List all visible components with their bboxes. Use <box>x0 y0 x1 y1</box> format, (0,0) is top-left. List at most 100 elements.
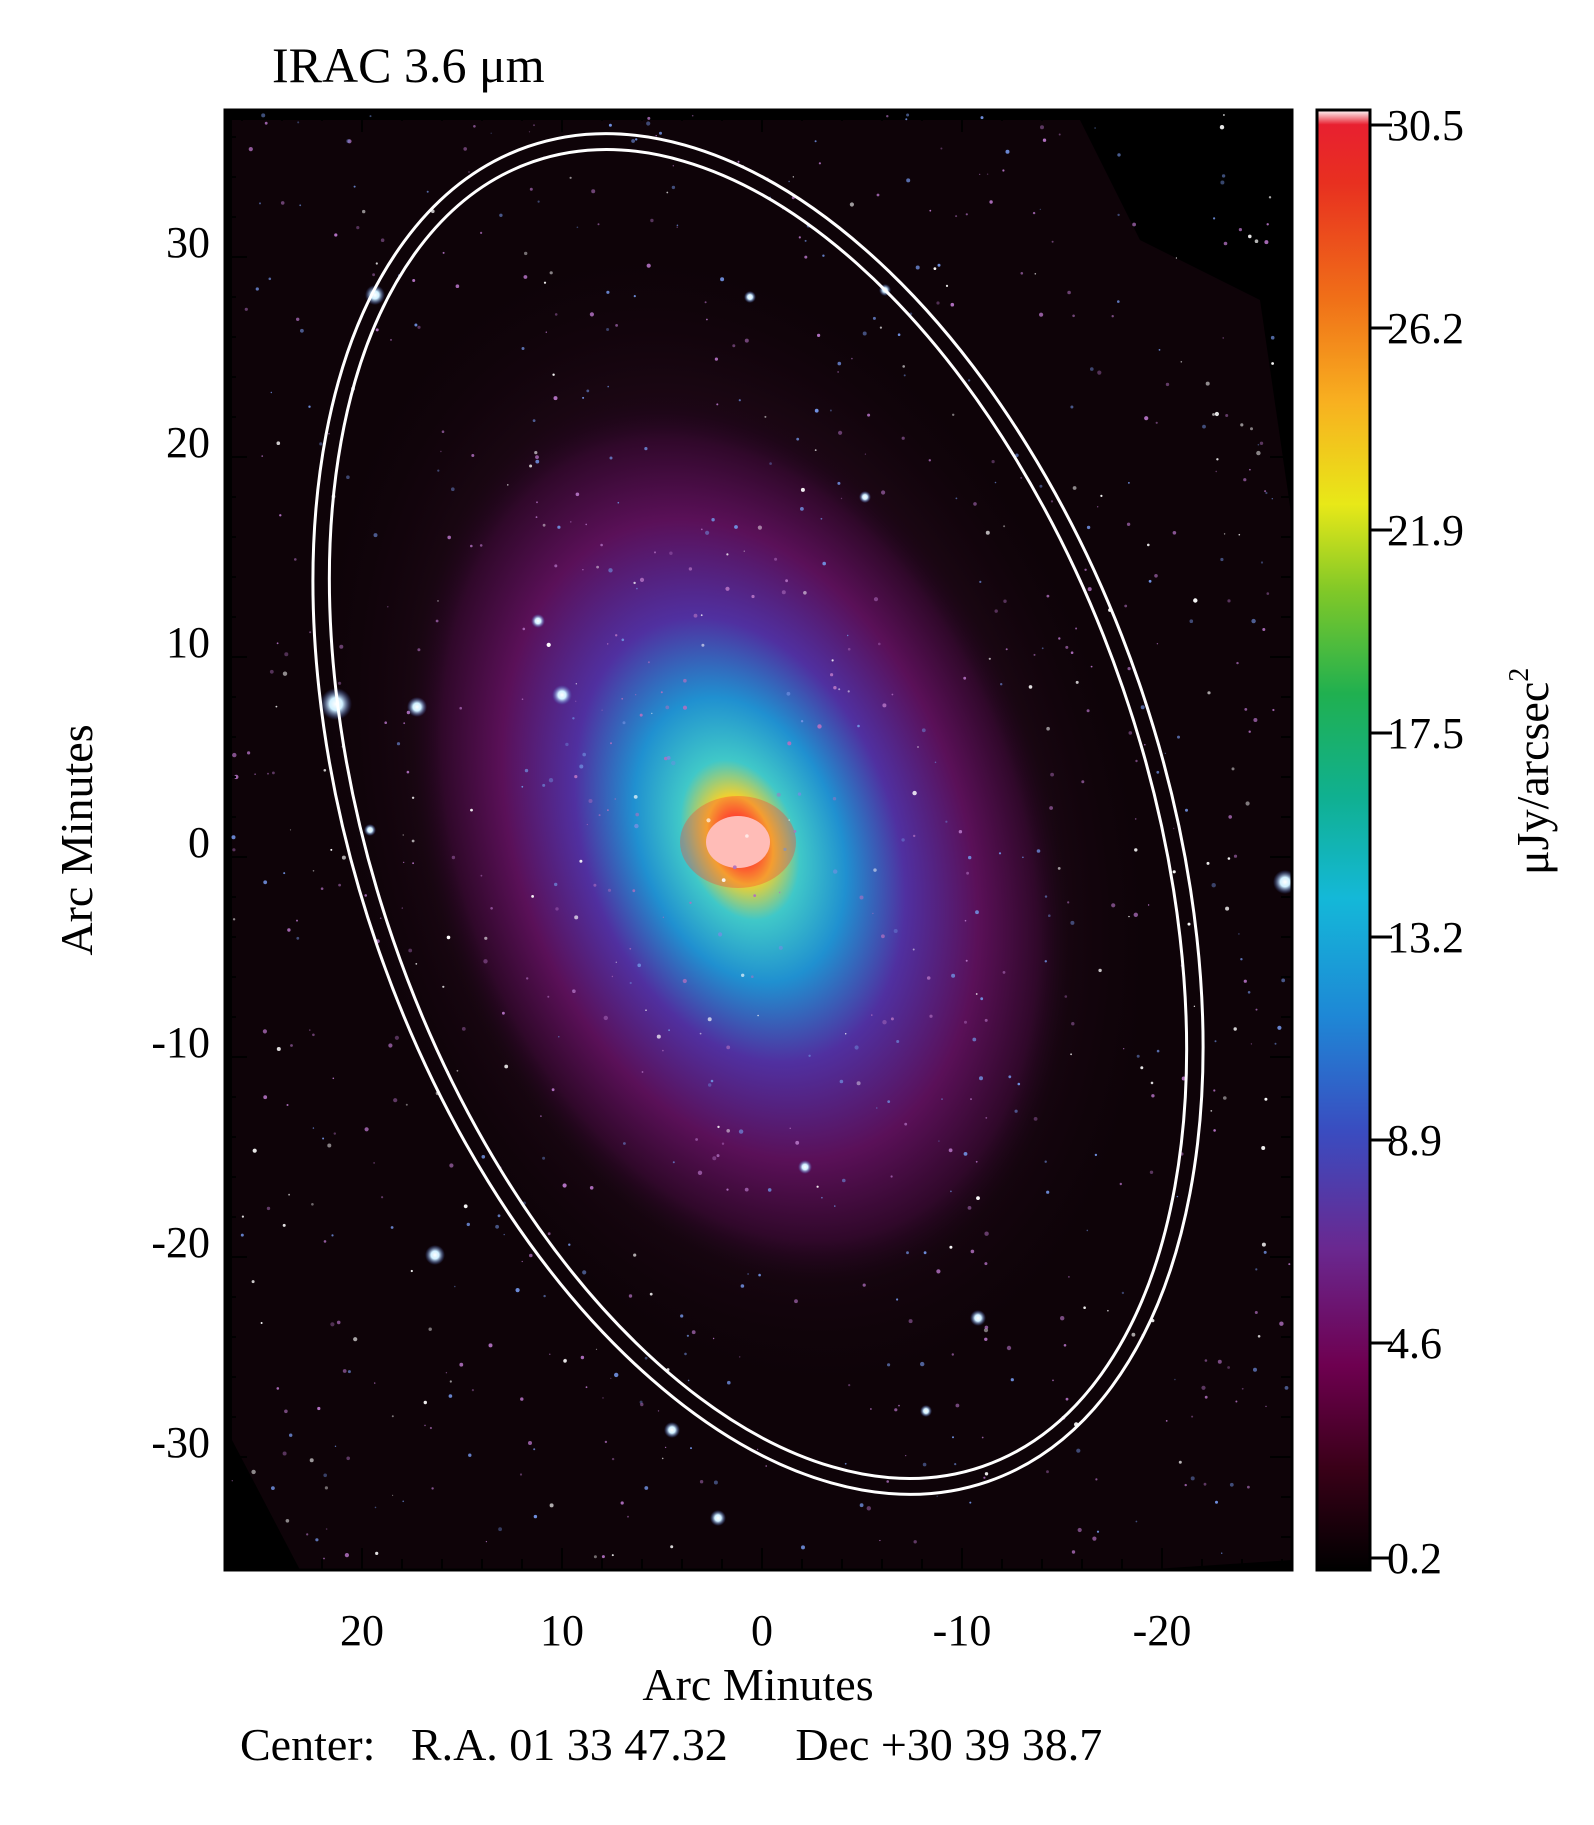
field-star <box>1150 1081 1154 1085</box>
field-star <box>862 1283 866 1287</box>
field-star <box>1231 767 1235 771</box>
plot-title: IRAC 3.6 μm <box>272 37 545 93</box>
field-star <box>751 594 755 599</box>
plot-frame <box>223 108 1294 1572</box>
field-star <box>1034 273 1037 275</box>
field-star <box>1086 525 1091 530</box>
field-star <box>403 861 405 864</box>
x-tick-label: 0 <box>751 1606 773 1655</box>
field-star <box>546 642 551 648</box>
field-star <box>415 963 418 965</box>
colorbar-tick-label: 21.9 <box>1387 506 1464 555</box>
field-star <box>507 484 509 486</box>
field-star <box>922 1462 927 1467</box>
field-star <box>524 251 528 256</box>
field-star <box>526 977 529 980</box>
field-star <box>1065 1397 1069 1401</box>
field-star <box>372 273 375 277</box>
field-star <box>535 455 539 459</box>
x-tick-label: 10 <box>540 1606 584 1655</box>
field-star <box>847 634 849 637</box>
field-star <box>423 1400 427 1405</box>
field-star <box>604 1440 608 1444</box>
field-star <box>260 1322 263 1324</box>
field-star <box>449 1380 452 1383</box>
field-star <box>515 1288 520 1293</box>
field-star <box>647 116 651 120</box>
field-star <box>1032 211 1036 215</box>
field-star <box>886 115 889 118</box>
field-star <box>964 1020 967 1024</box>
field-star <box>833 686 837 690</box>
field-star <box>417 648 421 652</box>
field-star <box>1247 991 1251 994</box>
field-star <box>396 742 401 746</box>
field-star <box>1015 453 1019 458</box>
field-star <box>1072 314 1075 318</box>
field-star <box>1046 594 1050 598</box>
field-star <box>1270 335 1275 340</box>
field-star <box>1094 127 1096 129</box>
field-star <box>549 1353 551 1355</box>
field-star <box>405 1103 408 1106</box>
field-star <box>1265 1405 1267 1408</box>
field-star <box>468 1453 472 1457</box>
field-star <box>933 267 937 270</box>
field-star <box>794 1299 798 1304</box>
field-star <box>323 1557 325 1560</box>
field-star <box>804 255 808 259</box>
field-star <box>1117 213 1120 217</box>
field-star <box>1049 806 1053 810</box>
field-star <box>536 501 538 504</box>
field-star <box>373 1162 375 1164</box>
caption-ra: R.A. 01 33 47.32 <box>411 1719 728 1770</box>
field-star <box>745 834 749 838</box>
field-star <box>873 868 877 872</box>
field-star <box>442 251 445 254</box>
field-star <box>331 1234 334 1237</box>
field-star <box>1039 312 1044 317</box>
field-star <box>582 1270 587 1275</box>
field-star <box>896 1040 900 1043</box>
field-star <box>375 262 378 265</box>
star <box>744 291 756 303</box>
field-star <box>442 985 445 988</box>
field-star <box>700 528 703 531</box>
field-star <box>1251 618 1256 624</box>
x-axis-label: Arc Minutes <box>642 1659 873 1710</box>
field-star <box>665 705 670 710</box>
field-star <box>379 917 382 919</box>
field-star <box>480 874 483 877</box>
field-star <box>615 961 617 963</box>
field-star <box>1265 491 1268 495</box>
field-star <box>737 160 740 163</box>
field-star <box>1174 1378 1176 1381</box>
field-star <box>873 597 879 602</box>
field-star <box>533 1448 536 1451</box>
field-star <box>448 1394 453 1398</box>
y-tick-label: -30 <box>151 1418 210 1467</box>
field-star <box>328 432 330 435</box>
field-star <box>994 481 997 484</box>
field-star <box>629 947 632 950</box>
field-star <box>1124 604 1128 608</box>
field-star <box>622 721 626 725</box>
field-star <box>976 1196 980 1200</box>
field-star <box>1233 854 1238 858</box>
colorbar-tick-label: 13.2 <box>1387 913 1464 962</box>
field-star <box>582 569 584 571</box>
field-star <box>558 1036 560 1038</box>
field-star <box>1135 1520 1138 1523</box>
field-star <box>1052 1379 1054 1382</box>
field-star <box>410 1269 413 1273</box>
colorbar-tick-label: 8.9 <box>1387 1116 1442 1165</box>
field-star <box>1042 138 1047 142</box>
field-star <box>970 1098 972 1101</box>
field-star <box>716 1154 720 1158</box>
field-star <box>394 1035 399 1040</box>
field-star <box>793 830 797 833</box>
field-star <box>847 647 851 651</box>
field-star <box>1005 648 1008 651</box>
field-star <box>1240 423 1244 427</box>
field-star <box>707 1017 712 1022</box>
